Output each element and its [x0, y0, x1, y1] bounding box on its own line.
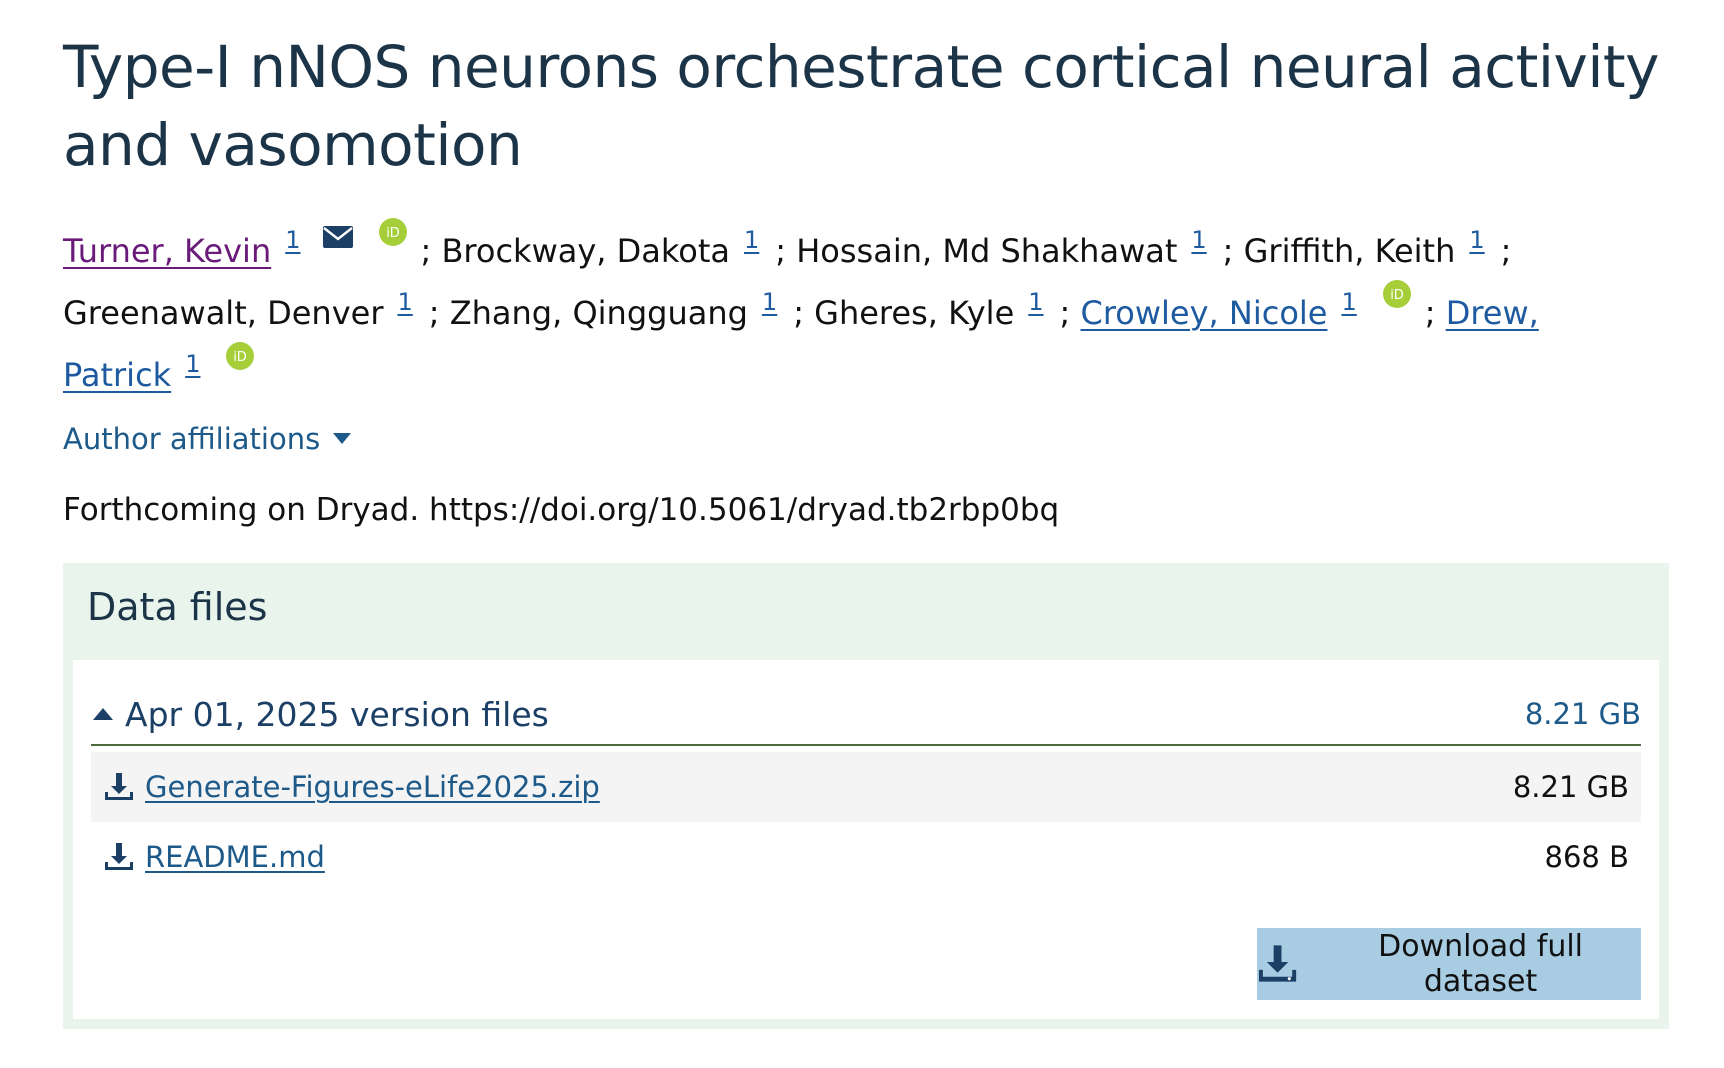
download-icon[interactable]	[103, 841, 135, 873]
author-list: Turner, Kevin 1 iD; Brockway, Dakota 1; Hos…	[63, 218, 1643, 404]
download-icon[interactable]	[103, 771, 135, 803]
version-label: Apr 01, 2025 version files	[125, 694, 549, 734]
envelope-icon[interactable]	[322, 226, 353, 248]
author-separator: ;	[775, 232, 797, 270]
orcid-icon[interactable]: iD	[226, 342, 255, 370]
author-name: Hossain, Md Shakhawat	[796, 232, 1178, 270]
file-size: 8.21 GB	[1512, 770, 1629, 804]
author-name: Zhang, Qingguang	[449, 294, 748, 332]
page-title: Type-I nNOS neurons orchestrate cortical…	[63, 33, 1660, 179]
author-affiliations-toggle[interactable]: Author affiliations	[63, 422, 352, 456]
data-files-heading: Data files	[87, 585, 268, 629]
caret-up-icon	[93, 708, 113, 720]
doi-citation: Forthcoming on Dryad. https://doi.org/10…	[63, 492, 1060, 528]
author-separator: ;	[1059, 294, 1081, 332]
author-name: Griffith, Keith	[1243, 232, 1456, 270]
orcid-icon[interactable]: iD	[1382, 280, 1411, 308]
version-size: 8.21 GB	[1524, 697, 1641, 731]
author-separator: ;	[420, 232, 442, 270]
file-link-generate-figures[interactable]: Generate-Figures-eLife2025.zip	[145, 770, 600, 804]
caret-down-icon	[333, 433, 352, 444]
orcid-icon[interactable]: iD	[378, 218, 407, 246]
author-affiliations-label: Author affiliations	[63, 422, 321, 456]
files-card: Apr 01, 2025 version files 8.21 GB Gener…	[73, 660, 1659, 1019]
file-link-readme[interactable]: README.md	[145, 840, 325, 874]
author-separator: ;	[428, 294, 450, 332]
affiliation-marker[interactable]: 1	[285, 226, 301, 254]
version-toggle[interactable]: Apr 01, 2025 version files 8.21 GB	[91, 690, 1641, 746]
author-link-drew[interactable]: Drew, Patrick	[63, 294, 1539, 394]
affiliation-marker[interactable]: 1	[744, 226, 760, 254]
author-link-crowley[interactable]: Crowley, Nicole	[1080, 294, 1328, 332]
svg-text:iD: iD	[234, 350, 248, 365]
affiliation-marker[interactable]: 1	[1469, 226, 1485, 254]
article-header: Type-I nNOS neurons orchestrate cortical…	[63, 28, 1663, 528]
file-row: Generate-Figures-eLife2025.zip 8.21 GB	[91, 752, 1641, 822]
author-separator: ;	[1500, 232, 1512, 270]
svg-text:iD: iD	[1390, 288, 1404, 303]
author-separator: ;	[1424, 294, 1446, 332]
affiliation-marker[interactable]: 1	[1028, 288, 1044, 316]
download-icon	[1258, 945, 1297, 982]
download-full-dataset-label: Download full dataset	[1378, 929, 1583, 999]
affiliation-marker[interactable]: 1	[185, 350, 201, 378]
author-link-turner[interactable]: Turner, Kevin	[63, 232, 272, 270]
data-files-panel: Data files Apr 01, 2025 version files 8.…	[63, 563, 1669, 1029]
affiliation-marker[interactable]: 1	[761, 288, 778, 316]
author-name: Gheres, Kyle	[814, 294, 1015, 332]
author-separator: ;	[1222, 232, 1244, 270]
affiliation-marker[interactable]: 1	[1341, 288, 1357, 316]
download-full-dataset-button[interactable]: Download full dataset	[1257, 928, 1641, 1000]
file-row: README.md 868 B	[91, 822, 1641, 892]
affiliation-marker[interactable]: 1	[1191, 226, 1207, 254]
author-separator: ;	[793, 294, 815, 332]
author-name: Greenawalt, Denver	[63, 294, 384, 332]
file-size: 868 B	[1544, 840, 1629, 874]
svg-text:iD: iD	[386, 226, 400, 241]
affiliation-marker[interactable]: 1	[397, 288, 413, 316]
author-name: Brockway, Dakota	[441, 232, 730, 270]
